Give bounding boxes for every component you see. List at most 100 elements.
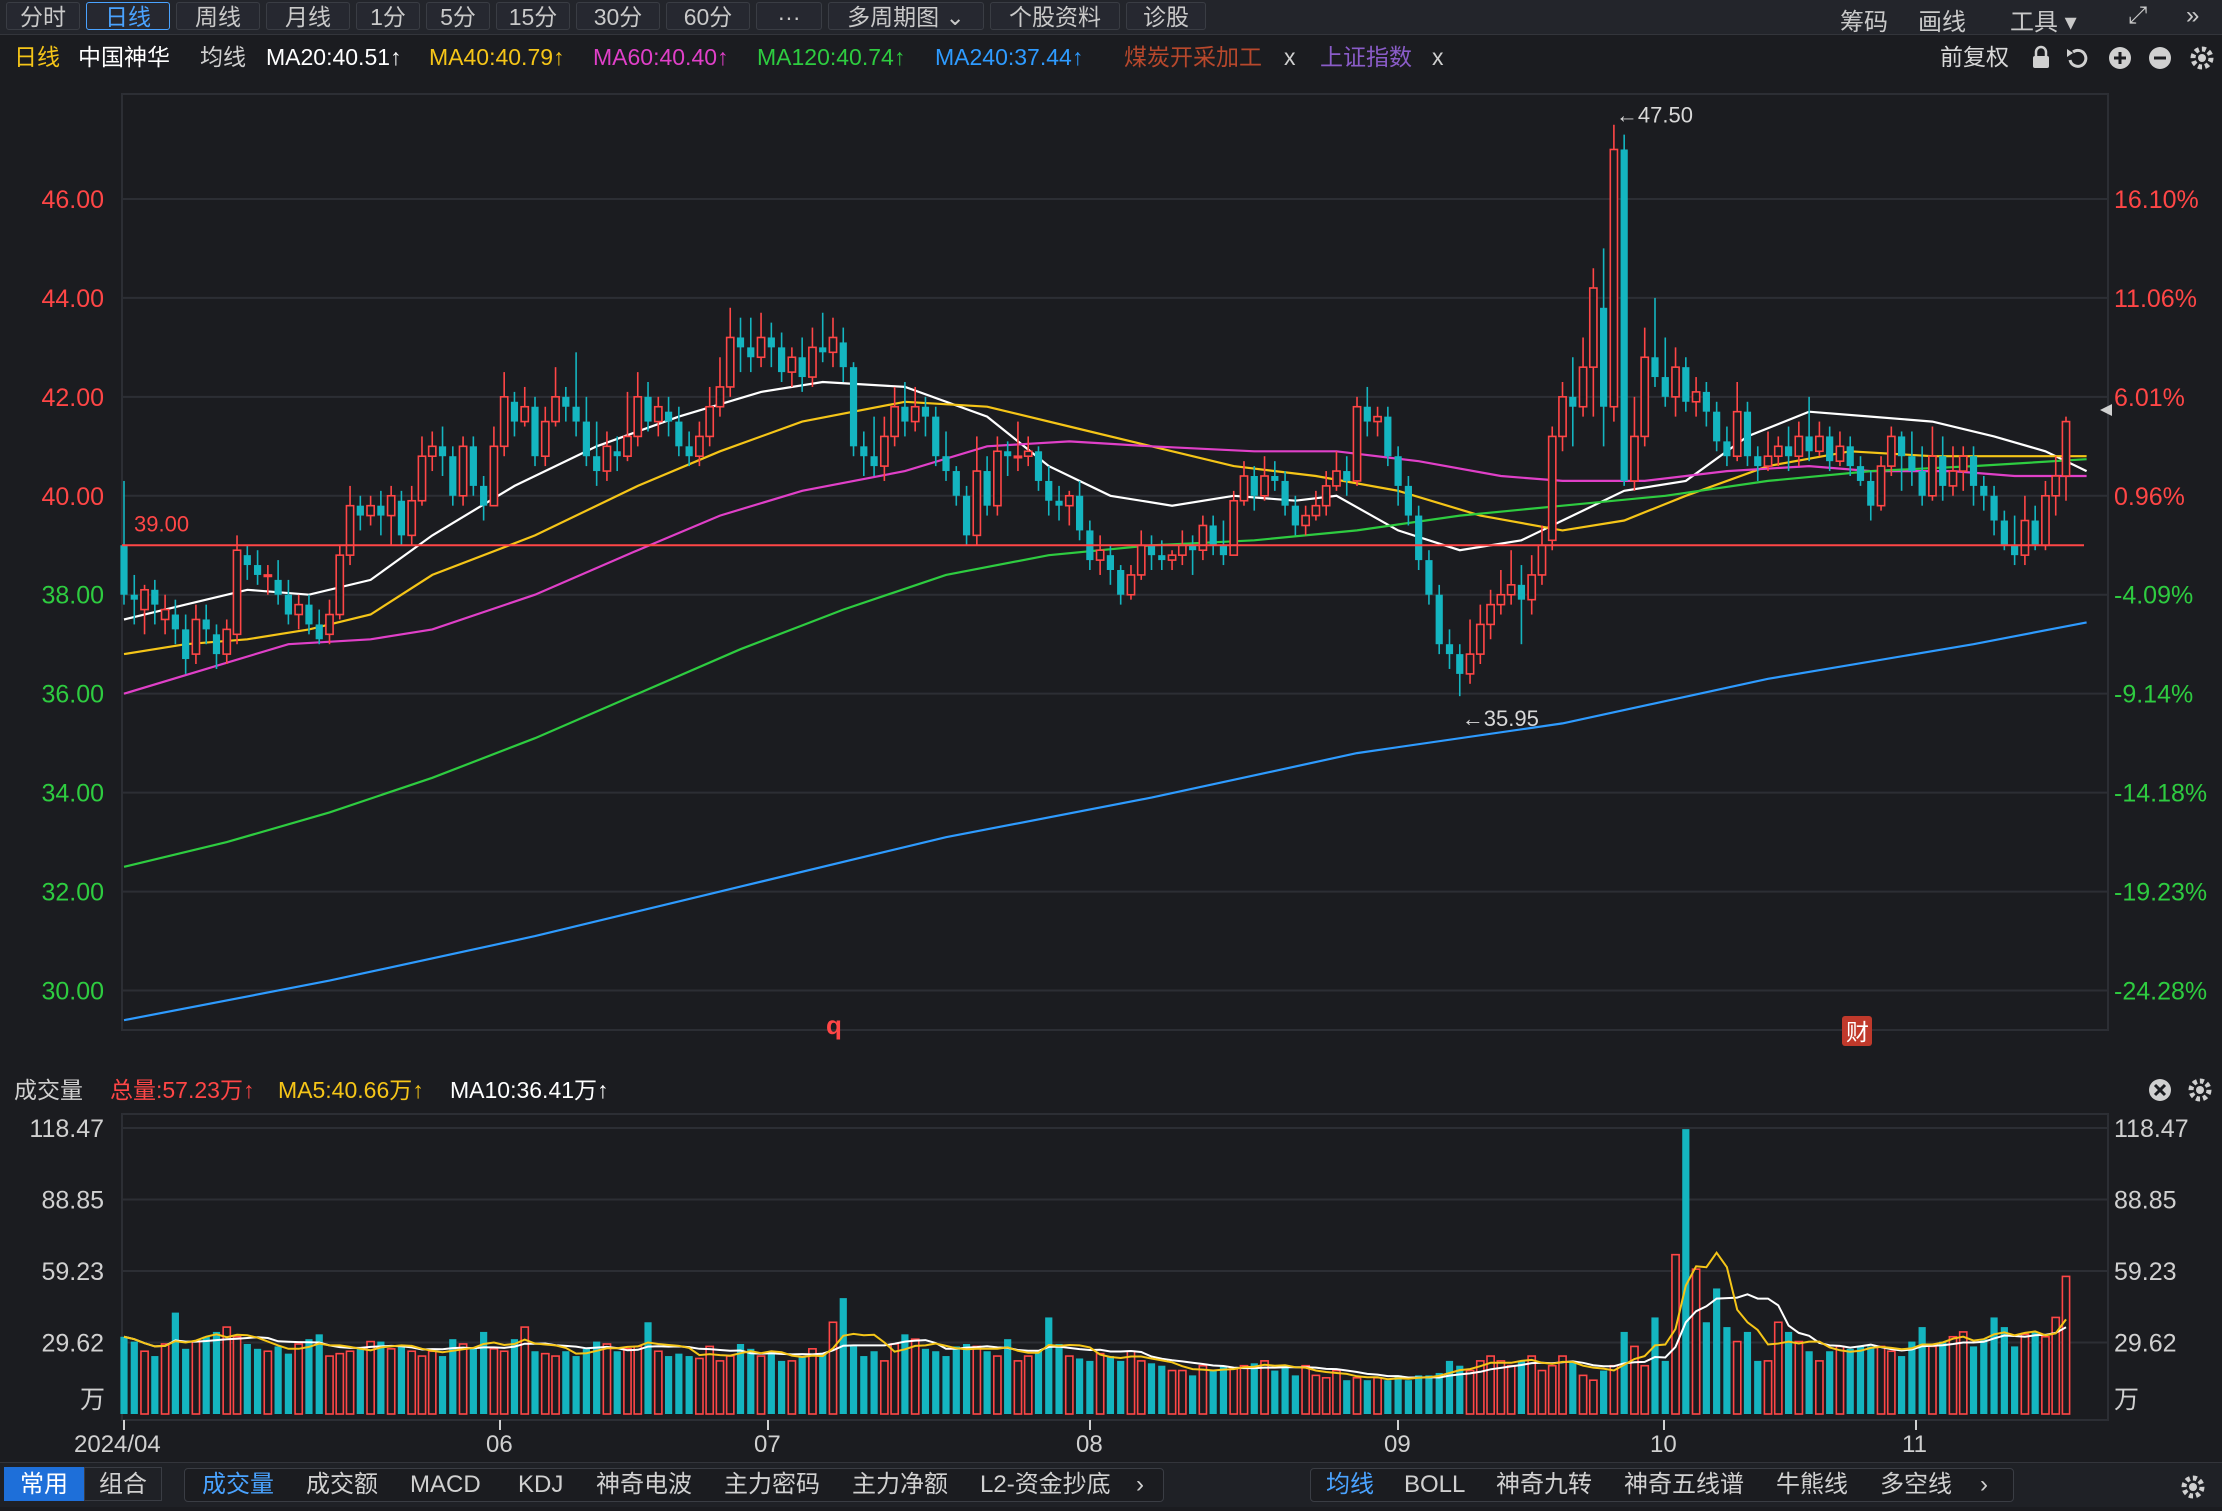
candle xyxy=(1794,421,1804,467)
candle xyxy=(1928,426,1937,501)
period-tab-10[interactable]: 多周期图 ⌄ xyxy=(828,2,984,30)
draw-line-button[interactable]: 画线 xyxy=(1918,9,1966,36)
candle xyxy=(499,372,509,457)
candle-body xyxy=(1713,411,1721,442)
tab-macd[interactable]: MACD xyxy=(410,1471,481,1498)
period-tab-1[interactable]: 日线 xyxy=(86,2,170,30)
period-tab-11[interactable]: 个股资料 xyxy=(990,2,1120,30)
volume-title[interactable]: 成交量 xyxy=(14,1077,83,1103)
volume-bar xyxy=(458,1343,468,1415)
candle xyxy=(582,396,590,467)
candle-body xyxy=(510,401,519,422)
adjust-mode[interactable]: 前复权 xyxy=(1940,44,2009,70)
candle-body xyxy=(1496,593,1506,606)
tools-menu[interactable]: 工具 ▾ xyxy=(2010,9,2077,36)
settings-gear-icon[interactable] xyxy=(2190,46,2214,70)
undo-icon[interactable] xyxy=(2067,48,2088,68)
candle-body xyxy=(901,406,909,422)
stock-name[interactable]: 中国神华 xyxy=(78,44,170,70)
candle xyxy=(921,396,930,437)
period-tab-4[interactable]: 1分 xyxy=(356,2,420,30)
index-close-icon[interactable]: x xyxy=(1432,44,1444,70)
volume-bar xyxy=(1435,1372,1443,1414)
sector-close-icon[interactable]: x xyxy=(1284,44,1296,70)
candle xyxy=(613,436,621,472)
period-tab-5[interactable]: 5分 xyxy=(426,2,490,30)
period-tab-3[interactable]: 月线 xyxy=(266,2,350,30)
candle-body xyxy=(1321,485,1331,507)
chevron-right-icon[interactable]: › xyxy=(1136,1471,1144,1498)
tab-volume[interactable]: 成交量 xyxy=(202,1471,274,1498)
candle xyxy=(1004,441,1012,476)
period-tab-9[interactable]: ··· xyxy=(756,2,822,30)
tab-long-short[interactable]: 多空线 xyxy=(1880,1471,1952,1498)
collapse-panel-icon[interactable]: » xyxy=(2186,2,2200,29)
volume-bar xyxy=(767,1351,775,1414)
period-tab-2[interactable]: 周线 xyxy=(176,2,260,30)
period-tab-6[interactable]: 15分 xyxy=(496,2,570,30)
tab-main-net[interactable]: 主力净额 xyxy=(852,1471,948,1498)
sector-overlay[interactable]: 煤炭开采加工 xyxy=(1124,44,1262,70)
volume-unit-right: 万 xyxy=(2114,1386,2139,1414)
candle-body xyxy=(2020,519,2030,556)
candle-body xyxy=(602,445,612,472)
volume-bar xyxy=(1496,1360,1506,1415)
period-tab-0[interactable]: 分时 xyxy=(6,2,80,30)
ma120-value: MA120:40.74↑ xyxy=(757,44,906,70)
lock-icon[interactable] xyxy=(2033,45,2049,68)
volume-bar xyxy=(1713,1288,1721,1414)
candle-body xyxy=(572,406,580,422)
candle-body xyxy=(1805,436,1813,452)
tab-l2-bottom[interactable]: L2-资金抄底 xyxy=(980,1471,1111,1498)
price-tick-right: 0.96% xyxy=(2114,483,2185,511)
tab-turnover[interactable]: 成交额 xyxy=(306,1471,378,1498)
tab-magic-five[interactable]: 神奇五线谱 xyxy=(1624,1471,1744,1498)
candle xyxy=(1588,268,1598,417)
price-chart[interactable]: 46.00 44.00 42.00 40.00 38.00 36.00 34.00 32.00… xyxy=(0,80,2222,1050)
indicator-settings-icon[interactable] xyxy=(2188,1078,2212,1102)
tab-bull-bear[interactable]: 牛熊线 xyxy=(1776,1471,1848,1498)
candle xyxy=(1075,480,1084,541)
tab-magic-nine[interactable]: 神奇九转 xyxy=(1496,1471,1592,1498)
fullscreen-icon[interactable]: ⤢ xyxy=(2128,2,2148,29)
volume-bar xyxy=(705,1345,715,1415)
candle xyxy=(1456,644,1464,697)
tab-kdj[interactable]: KDJ xyxy=(518,1471,564,1498)
candle-body xyxy=(243,555,251,566)
period-tab-12[interactable]: 诊股 xyxy=(1126,2,1206,30)
volume-tick-right: 59.23 xyxy=(2114,1258,2177,1286)
candle xyxy=(305,594,313,635)
candle-body xyxy=(1311,504,1321,517)
candle xyxy=(962,485,971,546)
zoom-out-icon[interactable] xyxy=(2149,47,2171,69)
panel-settings-icon[interactable] xyxy=(2181,1475,2205,1499)
index-overlay[interactable]: 上证指数 xyxy=(1320,44,1412,70)
candle xyxy=(1239,461,1249,506)
volume-bar xyxy=(1117,1360,1125,1414)
tab-boll[interactable]: BOLL xyxy=(1404,1471,1466,1498)
tab-main-code[interactable]: 主力密码 xyxy=(724,1471,820,1498)
volume-bar xyxy=(819,1353,827,1414)
tab-combo[interactable]: 组合 xyxy=(84,1467,162,1501)
tab-common[interactable]: 常用 xyxy=(4,1467,84,1501)
candle xyxy=(510,391,519,437)
volume-chart[interactable]: 118.47 118.47 88.85 88.85 59.23 59.23 29.62 29.… xyxy=(0,1108,2222,1462)
candle xyxy=(1095,535,1105,575)
period-tab-7[interactable]: 30分 xyxy=(576,2,660,30)
ma-label[interactable]: 均线 xyxy=(200,44,246,70)
period-tab-8[interactable]: 60分 xyxy=(666,2,750,30)
tab-magic-wave[interactable]: 神奇电波 xyxy=(596,1471,692,1498)
candle-body xyxy=(890,405,900,438)
candle xyxy=(1835,431,1845,467)
candle xyxy=(1055,485,1063,521)
volume-bar xyxy=(1846,1348,1854,1414)
chip-distribution-button[interactable]: 筹码 xyxy=(1840,9,1888,36)
candle-body xyxy=(932,416,940,457)
volume-bar xyxy=(870,1351,878,1414)
chevron-right-icon[interactable]: › xyxy=(1980,1471,1988,1498)
tab-ma[interactable]: 均线 xyxy=(1326,1471,1374,1498)
candle-body xyxy=(1908,456,1916,472)
zoom-in-icon[interactable] xyxy=(2109,47,2131,69)
close-indicator-icon[interactable] xyxy=(2149,1079,2171,1101)
volume-bar xyxy=(1004,1339,1012,1414)
